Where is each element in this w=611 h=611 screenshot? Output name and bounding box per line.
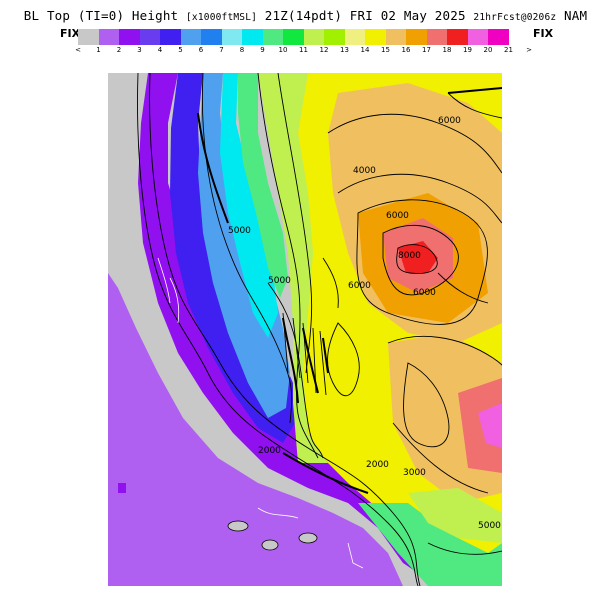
legend-tick-label: 19 — [463, 46, 472, 54]
color-legend-ticks: <1 2 3 4 5 6 7 8 9 10 11 12 13 14 15 16 17 18 19 20 21 > — [70, 46, 532, 58]
legend-swatch — [78, 29, 99, 45]
title-model: NAM — [564, 8, 588, 23]
valley-green — [238, 73, 288, 298]
legend-swatch — [385, 29, 406, 45]
contour-label: 8000 — [398, 251, 421, 261]
interior-green — [258, 73, 328, 463]
legend-tick-label: 4 — [157, 46, 163, 54]
southeast-yellowgreen — [408, 488, 502, 543]
legend-tick-label: 10 — [278, 46, 288, 54]
contour-label-group: 6000 6000 6000 6000 5000 4000 5000 8000 … — [228, 116, 501, 531]
legend-swatch — [303, 29, 324, 45]
legend-tick-label: 1 — [96, 46, 101, 54]
legend-swatch — [98, 29, 119, 45]
legend-tick-label: 16 — [401, 46, 411, 54]
contour-label: 5000 — [228, 226, 251, 236]
chart-title: BL Top (TI=0) Height [x1000ftMSL] 21Z(14… — [0, 8, 611, 23]
terrain-gradient-lines — [197, 87, 502, 494]
legend-tick-label: 3 — [137, 46, 142, 54]
legend-swatch — [406, 29, 427, 45]
legend-swatch — [344, 29, 365, 45]
legend-tick-label: 11 — [299, 46, 308, 54]
legend-tick-label: > — [526, 46, 532, 54]
legend-swatch — [426, 29, 447, 45]
contour-label: 4000 — [353, 166, 376, 176]
legend-swatch — [467, 29, 488, 45]
legend-tick-label: 13 — [340, 46, 349, 54]
title-date: FRI 02 May 2025 — [349, 8, 466, 23]
legend-swatch — [488, 29, 509, 45]
high-red-southeast — [458, 378, 502, 473]
high-pink-southeast — [478, 403, 502, 448]
legend-swatch — [160, 29, 181, 45]
legend-tick-label: 15 — [381, 46, 390, 54]
legend-tick-label: 20 — [483, 46, 493, 54]
title-field: BL Top (TI=0) Height — [23, 8, 179, 23]
legend-tick-label: 18 — [442, 46, 452, 54]
legend-tick-label: 7 — [219, 46, 224, 54]
contour-label: 5000 — [268, 276, 291, 286]
forecast-map-svg: 6000 6000 6000 6000 5000 4000 5000 8000 … — [108, 73, 502, 586]
valley-light-cyan — [220, 73, 278, 338]
legend-tick-label: 8 — [239, 46, 245, 54]
legend-swatch — [365, 29, 386, 45]
legend-swatch — [242, 29, 263, 45]
legend-tick-label: 6 — [198, 46, 204, 54]
contour-label: 6000 — [386, 211, 409, 221]
legend-swatch — [119, 29, 140, 45]
contour-label: 6000 — [438, 116, 461, 126]
legend-tick-label: 9 — [260, 46, 265, 54]
coastline-outlines — [157, 257, 364, 569]
legend-swatch — [283, 29, 304, 45]
legend-tick-label: 2 — [116, 46, 122, 54]
legend-swatch — [262, 29, 283, 45]
legend-swatch — [139, 29, 160, 45]
title-run: 21hrFcst@0206z — [473, 12, 557, 23]
legend-swatch — [447, 29, 468, 45]
legend-tick-label: 21 — [504, 46, 513, 54]
legend-tick-label: 14 — [360, 46, 370, 54]
legend-tick-label: < — [75, 46, 81, 54]
legend-swatch — [180, 29, 201, 45]
legend-swatch — [221, 29, 242, 45]
contour-label: 2000 — [366, 460, 389, 470]
contour-label: 2000 — [258, 446, 281, 456]
legend-tick-label: 12 — [319, 46, 329, 54]
legend-swatch — [324, 29, 345, 45]
color-legend-bar — [78, 29, 509, 45]
fix-left-label: FIX — [60, 27, 81, 40]
contour-label: 6000 — [348, 281, 371, 291]
offshore-patch — [118, 483, 126, 493]
title-time: 21Z(14pdt) — [264, 8, 343, 23]
legend-swatch — [201, 29, 222, 45]
southeast-green — [358, 503, 502, 586]
channel-islands — [227, 520, 318, 551]
title-units: [x1000ftMSL] — [186, 12, 258, 23]
forecast-map: 6000 6000 6000 6000 5000 4000 5000 8000 … — [108, 73, 502, 586]
legend-tick-label: 5 — [178, 46, 183, 54]
contour-label: 3000 — [403, 468, 426, 478]
fix-right-label: FIX — [533, 27, 554, 40]
contour-label: 5000 — [478, 521, 501, 531]
contour-label: 6000 — [413, 288, 436, 298]
legend-tick-label: 17 — [422, 46, 431, 54]
